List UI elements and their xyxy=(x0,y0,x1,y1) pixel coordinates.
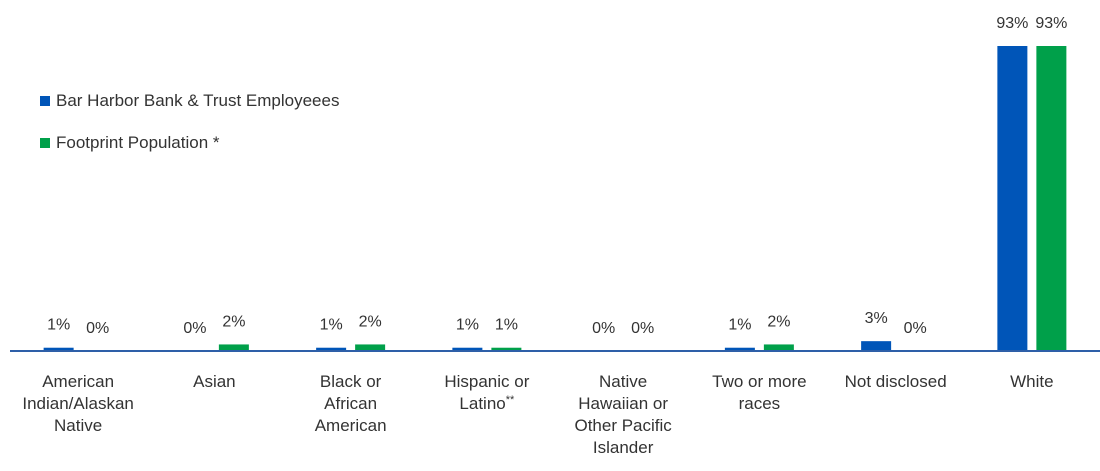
legend-label-footprint: Footprint Population * xyxy=(56,133,220,152)
legend-swatch-employees xyxy=(40,96,50,106)
data-label-employees-1: 0% xyxy=(183,320,206,337)
x-tick-label-2: Black or African American xyxy=(315,372,387,435)
bar-footprint-3 xyxy=(491,347,522,351)
legend-item-footprint: Footprint Population * xyxy=(40,132,339,154)
x-tick-label-4: Native Hawaiian or Other Pacific Islander xyxy=(574,372,672,457)
x-tick-label-1: Asian xyxy=(193,372,236,391)
bar-footprint-2 xyxy=(355,344,386,351)
data-label-employees-3: 1% xyxy=(456,317,479,334)
x-tick-label-6: Not disclosed xyxy=(845,372,947,391)
x-tick-label-3: Hispanic or Latino** xyxy=(444,372,529,413)
x-tick-label-7: White xyxy=(1010,372,1053,391)
bar-footprint-7 xyxy=(1036,46,1067,351)
x-tick-label-0: American Indian/Alaskan Native xyxy=(22,372,134,435)
bar-footprint-5 xyxy=(763,344,794,351)
data-label-employees-4: 0% xyxy=(592,320,615,337)
data-label-employees-5: 1% xyxy=(728,317,751,334)
data-label-employees-6: 3% xyxy=(865,310,888,327)
data-label-footprint-4: 0% xyxy=(631,320,654,337)
bar-employees-5 xyxy=(724,347,755,351)
data-label-footprint-7: 93% xyxy=(1035,15,1067,32)
data-label-footprint-2: 2% xyxy=(359,313,382,330)
legend-item-employees: Bar Harbor Bank & Trust Employeees xyxy=(40,90,339,112)
bar-employees-2 xyxy=(316,347,347,351)
data-label-footprint-0: 0% xyxy=(86,320,109,337)
data-label-footprint-6: 0% xyxy=(904,320,927,337)
bar-footprint-1 xyxy=(218,344,249,351)
x-tick-label-5: Two or more races xyxy=(712,372,806,413)
data-label-employees-2: 1% xyxy=(320,317,343,334)
data-label-employees-7: 93% xyxy=(996,15,1028,32)
data-label-footprint-5: 2% xyxy=(767,313,790,330)
data-label-employees-0: 1% xyxy=(47,317,70,334)
bar-employees-3 xyxy=(452,347,483,351)
data-label-footprint-3: 1% xyxy=(495,317,518,334)
legend-label-employees: Bar Harbor Bank & Trust Employeees xyxy=(56,91,340,110)
bar-employees-6 xyxy=(861,341,892,351)
bar-employees-0 xyxy=(43,347,74,351)
legend-swatch-footprint xyxy=(40,138,50,148)
data-label-footprint-1: 2% xyxy=(222,313,245,330)
bar-employees-7 xyxy=(997,46,1028,351)
chart-legend: Bar Harbor Bank & Trust Employeees Footp… xyxy=(40,90,339,174)
